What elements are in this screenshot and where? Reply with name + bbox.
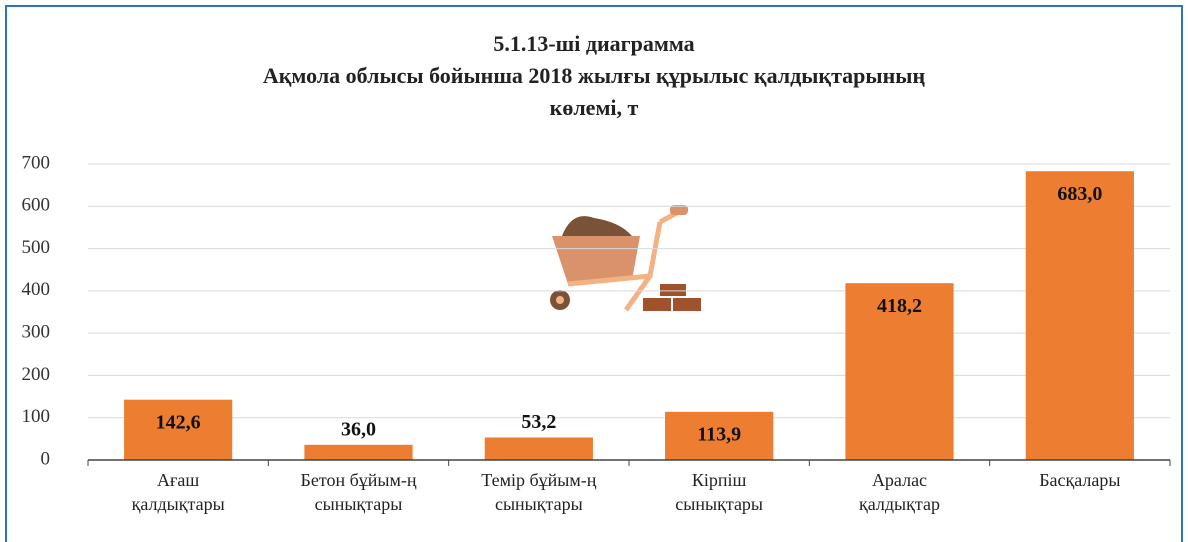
- y-tick-label: 500: [22, 237, 51, 258]
- x-tick-label: Ағаш: [157, 470, 199, 490]
- y-tick-label: 600: [22, 195, 51, 216]
- x-tick-label: қалдықтары: [132, 494, 225, 514]
- x-tick-label: сынықтары: [675, 494, 763, 514]
- chart-title: 5.1.13-ші диаграмма: [493, 31, 694, 56]
- y-tick-label: 700: [22, 152, 51, 173]
- value-label: 113,9: [697, 423, 741, 445]
- y-tick-label: 400: [22, 279, 51, 300]
- bar: [845, 283, 954, 460]
- bar: [484, 437, 593, 460]
- wheelbarrow-illustration: [550, 205, 701, 312]
- x-tick-label: Кірпіш: [692, 470, 747, 490]
- chart-title: Ақмола облысы бойынша 2018 жылғы құрылыс…: [263, 63, 926, 88]
- bar: [304, 444, 413, 460]
- value-label: 36,0: [341, 418, 376, 440]
- value-label: 683,0: [1057, 183, 1102, 205]
- y-tick-label: 200: [22, 364, 51, 385]
- x-tick-label: Темір бұйым-ң: [481, 470, 596, 490]
- x-tick-label: қалдықтар: [859, 494, 940, 514]
- y-tick-label: 0: [41, 448, 51, 469]
- chart-title: көлемі, т: [550, 95, 639, 120]
- value-label: 142,6: [156, 411, 201, 433]
- y-tick-label: 300: [22, 322, 51, 343]
- bar: [1025, 171, 1134, 460]
- x-tick-label: сынықтары: [315, 494, 403, 514]
- y-tick-label: 100: [22, 406, 51, 427]
- value-label: 418,2: [877, 295, 922, 317]
- bar: [665, 411, 774, 460]
- x-tick-label: сынықтары: [495, 494, 583, 514]
- x-tick-label: Бетон бұйым-ң: [301, 470, 417, 490]
- value-label: 53,2: [521, 411, 556, 433]
- frame: [5, 5, 1183, 542]
- x-tick-label: Басқалары: [1039, 470, 1120, 490]
- x-tick-label: Аралас: [872, 470, 927, 490]
- bar: [124, 399, 233, 460]
